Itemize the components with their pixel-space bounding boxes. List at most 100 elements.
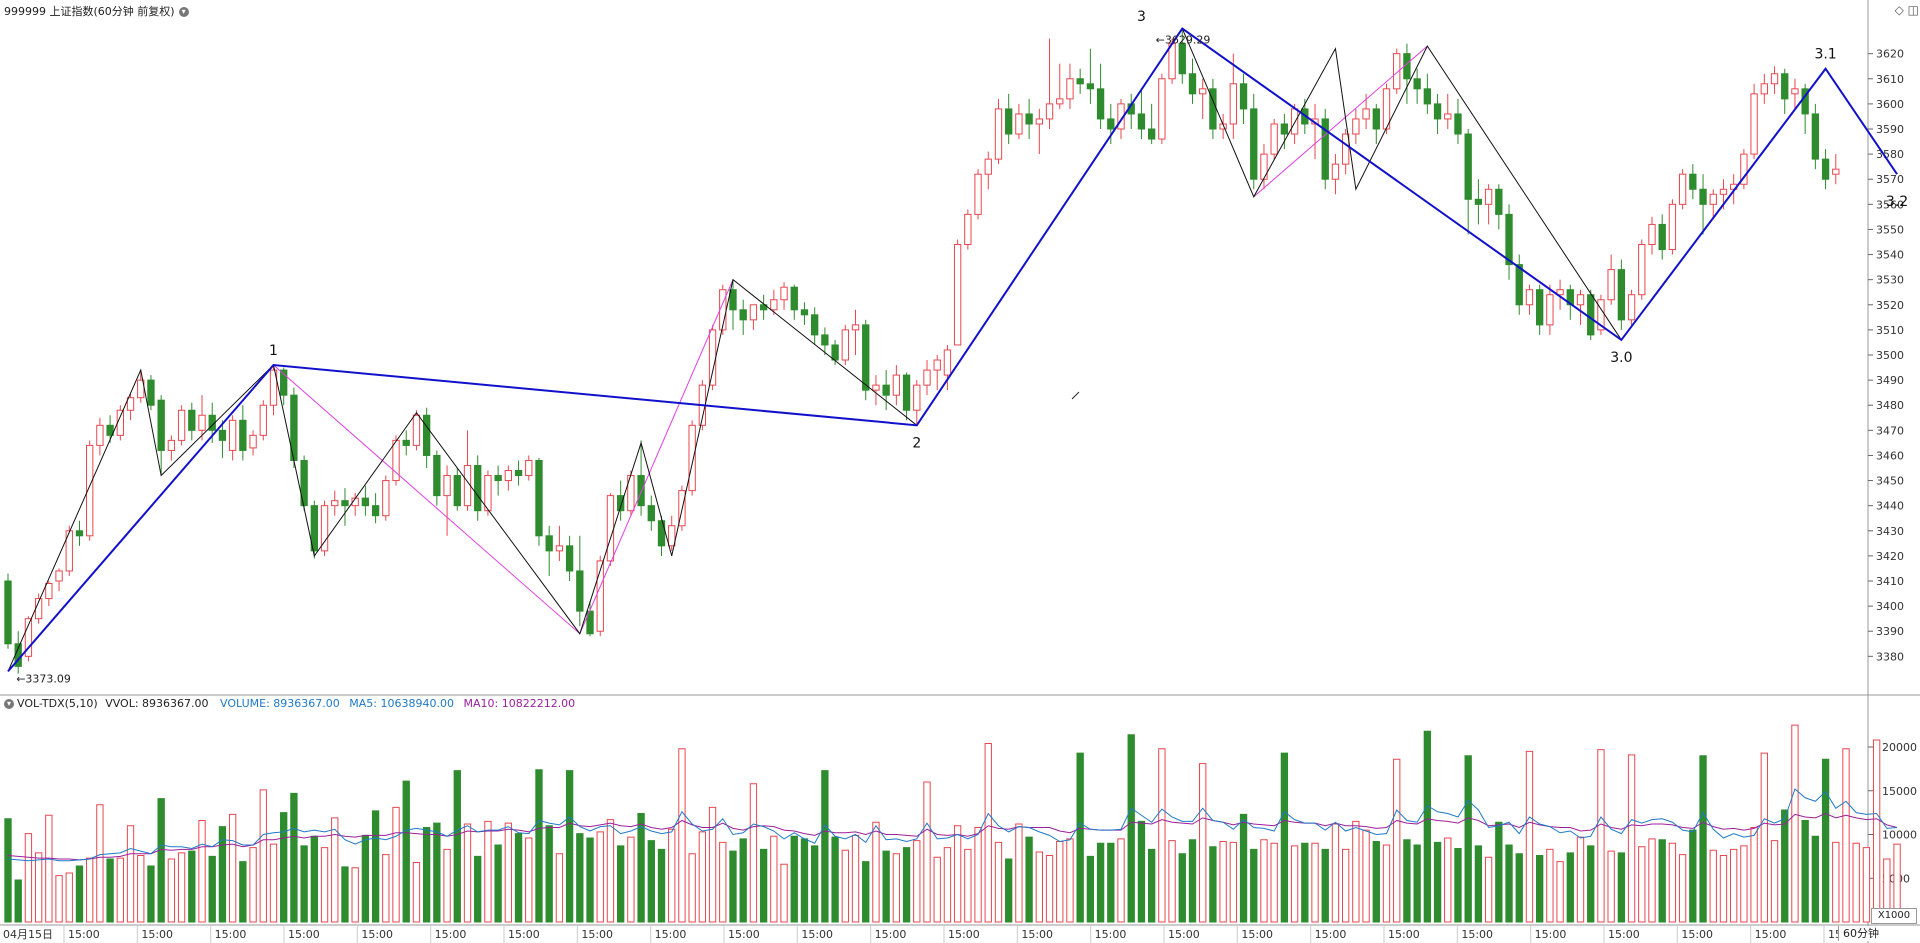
- time-tick-label: 15:00: [655, 928, 687, 941]
- candle-body: [1260, 153, 1268, 180]
- candle-body: [1413, 78, 1421, 90]
- chevron-down-icon[interactable]: ▾: [178, 7, 189, 17]
- candle-body: [800, 309, 809, 316]
- volume-bar-down: [1137, 820, 1146, 923]
- volume-bar-up: [443, 848, 451, 923]
- volume-bar-down: [1811, 835, 1820, 923]
- chevron-down-icon[interactable]: ▾: [4, 699, 14, 709]
- candle-body: [831, 344, 839, 361]
- volume-bar-down: [1658, 839, 1666, 923]
- candle-body: [1505, 213, 1513, 266]
- candle-down: [821, 327, 829, 355]
- candle-body: [1066, 78, 1074, 100]
- candle-down: [1423, 73, 1432, 114]
- price-tick-label: 3450: [1876, 475, 1904, 488]
- candle-down: [188, 402, 196, 441]
- volume-bar-down: [514, 833, 523, 923]
- volume-bar-up: [1546, 848, 1554, 923]
- volume-bar-up: [1740, 845, 1748, 923]
- volume-bar-down: [422, 827, 431, 923]
- candle-up: [45, 581, 53, 607]
- volume-bar-down: [1107, 842, 1115, 923]
- volume-bar-up: [1444, 837, 1452, 923]
- volume-bar-down: [1617, 852, 1626, 923]
- candle-body: [1158, 78, 1166, 140]
- candle-body: [1454, 113, 1462, 135]
- volume-bar-up: [1576, 836, 1585, 923]
- volume-header: ▾ VOL-TDX(5,10) VVOL: 8936367.00 VOLUME: …: [4, 697, 575, 710]
- price-tick-label: 3380: [1876, 650, 1904, 663]
- candle-up: [1229, 53, 1237, 140]
- candle-up: [167, 435, 176, 461]
- candle-body: [1015, 113, 1023, 135]
- candle-up: [1444, 93, 1452, 129]
- candle-body: [1464, 133, 1472, 200]
- drawing-mark: [1071, 391, 1080, 400]
- volume-bar-up: [1842, 748, 1850, 923]
- candle-down: [902, 372, 911, 421]
- diamond-icon[interactable]: ◇: [1894, 3, 1904, 17]
- candle-up: [1760, 73, 1768, 104]
- volume-bar-up: [1015, 823, 1023, 923]
- candle-down: [422, 407, 431, 468]
- volume-bar-up: [1199, 763, 1207, 923]
- candle-down: [239, 405, 247, 461]
- candle-body: [668, 525, 676, 547]
- candle-down: [1178, 30, 1186, 84]
- candle-up: [1352, 108, 1360, 145]
- candle-up: [923, 360, 931, 396]
- candle-down: [280, 367, 288, 406]
- candle-body: [188, 409, 196, 431]
- time-tick-label: 15:00: [1095, 928, 1127, 941]
- candle-body: [249, 434, 257, 449]
- volume-bar-down: [310, 835, 318, 923]
- volume-bar-up: [1556, 861, 1564, 923]
- time-tick-label: 15:00: [1535, 928, 1567, 941]
- window-icon[interactable]: ◫: [1907, 3, 1919, 17]
- candle-body: [96, 424, 104, 446]
- candle-body: [637, 475, 645, 507]
- volume-bar-up: [719, 841, 727, 923]
- wave-line-secondary: [7, 278, 918, 672]
- period-selector[interactable]: 60分钟: [1838, 926, 1920, 941]
- candle-body: [780, 286, 788, 301]
- candle-body: [851, 324, 860, 331]
- candle-body: [1525, 289, 1534, 306]
- volume-bar-down: [1587, 845, 1595, 923]
- candle-down: [647, 495, 655, 531]
- candle-up: [198, 395, 206, 441]
- volume-bar-up: [1709, 849, 1717, 923]
- price-tick-label: 3430: [1876, 525, 1904, 538]
- volume-bar-down: [1188, 839, 1197, 923]
- candle-up: [851, 309, 860, 355]
- candle-body: [402, 439, 410, 446]
- indicator-name[interactable]: VOL-TDX(5,10): [17, 697, 98, 710]
- candle-up: [668, 515, 676, 551]
- wave-line-alt: [273, 279, 734, 635]
- candle-body: [1433, 103, 1442, 120]
- candle-up: [65, 525, 73, 576]
- candle-body: [974, 173, 982, 215]
- candle-body: [749, 304, 758, 321]
- candle-body: [1791, 88, 1799, 95]
- volume-bar-up: [749, 783, 758, 923]
- candle-body: [1025, 113, 1033, 125]
- time-tick-label: 15:00: [1021, 928, 1053, 941]
- volume-bar-down: [1566, 852, 1574, 923]
- candle-body: [913, 384, 921, 411]
- price-axis: 3380 3390 3400 3410 3420 3430 3440 3450 3460 3470…: [1868, 48, 1904, 663]
- candle-up: [269, 365, 278, 416]
- candle-body: [1638, 244, 1646, 296]
- candle-body: [1750, 93, 1758, 155]
- candle-body: [443, 475, 451, 497]
- candle-body: [576, 570, 584, 612]
- candle-body: [310, 505, 318, 552]
- volume-bar-down: [1178, 853, 1186, 923]
- candle-up: [259, 400, 267, 441]
- volume-bar-up: [974, 827, 982, 923]
- volume-bar-up: [55, 875, 63, 923]
- volume-bar-down: [790, 835, 798, 923]
- candle-body: [1484, 188, 1493, 205]
